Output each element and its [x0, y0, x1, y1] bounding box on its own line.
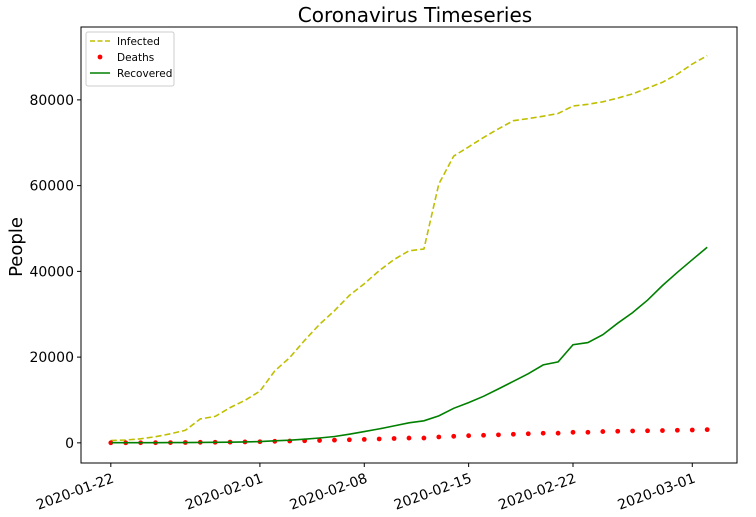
legend-item-infected: Infected — [90, 36, 160, 48]
x-tick-label: 2020-01-22 — [34, 471, 116, 514]
x-tick-label: 2020-02-22 — [496, 471, 578, 514]
y-tick-label: 0 — [65, 436, 74, 452]
legend-item-recovered: Recovered — [90, 68, 172, 80]
deaths-point — [525, 431, 531, 437]
deaths-point — [689, 427, 695, 433]
deaths-point — [660, 428, 665, 433]
deaths-point — [317, 438, 322, 443]
deaths-point — [570, 429, 576, 435]
deaths-point — [406, 435, 412, 441]
y-tick-label: 40000 — [29, 264, 74, 280]
x-tick-label: 2020-02-08 — [288, 471, 370, 514]
legend: Infected Deaths Recovered — [85, 31, 175, 87]
legend-marker — [97, 54, 103, 60]
legend-label: Recovered — [117, 68, 172, 80]
deaths-point — [585, 429, 591, 435]
y-axis-label: People — [6, 217, 27, 277]
chart-title: Coronavirus Timeseries — [298, 3, 532, 27]
deaths-point — [674, 427, 680, 433]
deaths-point — [346, 437, 352, 443]
deaths-point — [391, 436, 397, 441]
deaths-point — [496, 432, 501, 438]
deaths-point — [332, 437, 337, 443]
series-recovered — [110, 246, 708, 444]
deaths-point — [481, 432, 486, 438]
deaths-point — [466, 433, 472, 439]
y-tick-label: 20000 — [29, 350, 74, 366]
deaths-point — [361, 436, 367, 442]
legend-label: Deaths — [117, 52, 154, 64]
deaths-point — [645, 428, 650, 434]
axes: 0 20000 40000 60000 80000 2020-01-22 2020-02-0… — [29, 26, 738, 514]
x-tick-label: 2020-03-01 — [616, 471, 698, 514]
y-tick-label: 60000 — [29, 179, 74, 195]
deaths-point — [540, 430, 546, 436]
deaths-point — [436, 434, 442, 440]
deaths-point — [630, 428, 636, 434]
series-infected — [110, 55, 708, 442]
deaths-point — [376, 436, 382, 442]
plot-area — [108, 55, 710, 446]
x-tick-label: 2020-02-15 — [392, 471, 474, 514]
y-tick-label: 80000 — [29, 93, 74, 109]
infected-line — [110, 55, 708, 442]
legend-item-deaths: Deaths — [97, 52, 154, 64]
deaths-point — [510, 431, 516, 437]
x-tick-label: 2020-02-01 — [183, 471, 265, 514]
deaths-point — [451, 433, 457, 439]
deaths-point — [555, 430, 561, 436]
deaths-point — [421, 435, 427, 441]
recovered-line — [110, 246, 708, 444]
axes-frame — [80, 26, 738, 464]
deaths-point — [600, 429, 606, 434]
deaths-point — [704, 427, 710, 433]
deaths-point — [615, 428, 621, 434]
legend-label: Infected — [117, 36, 160, 48]
